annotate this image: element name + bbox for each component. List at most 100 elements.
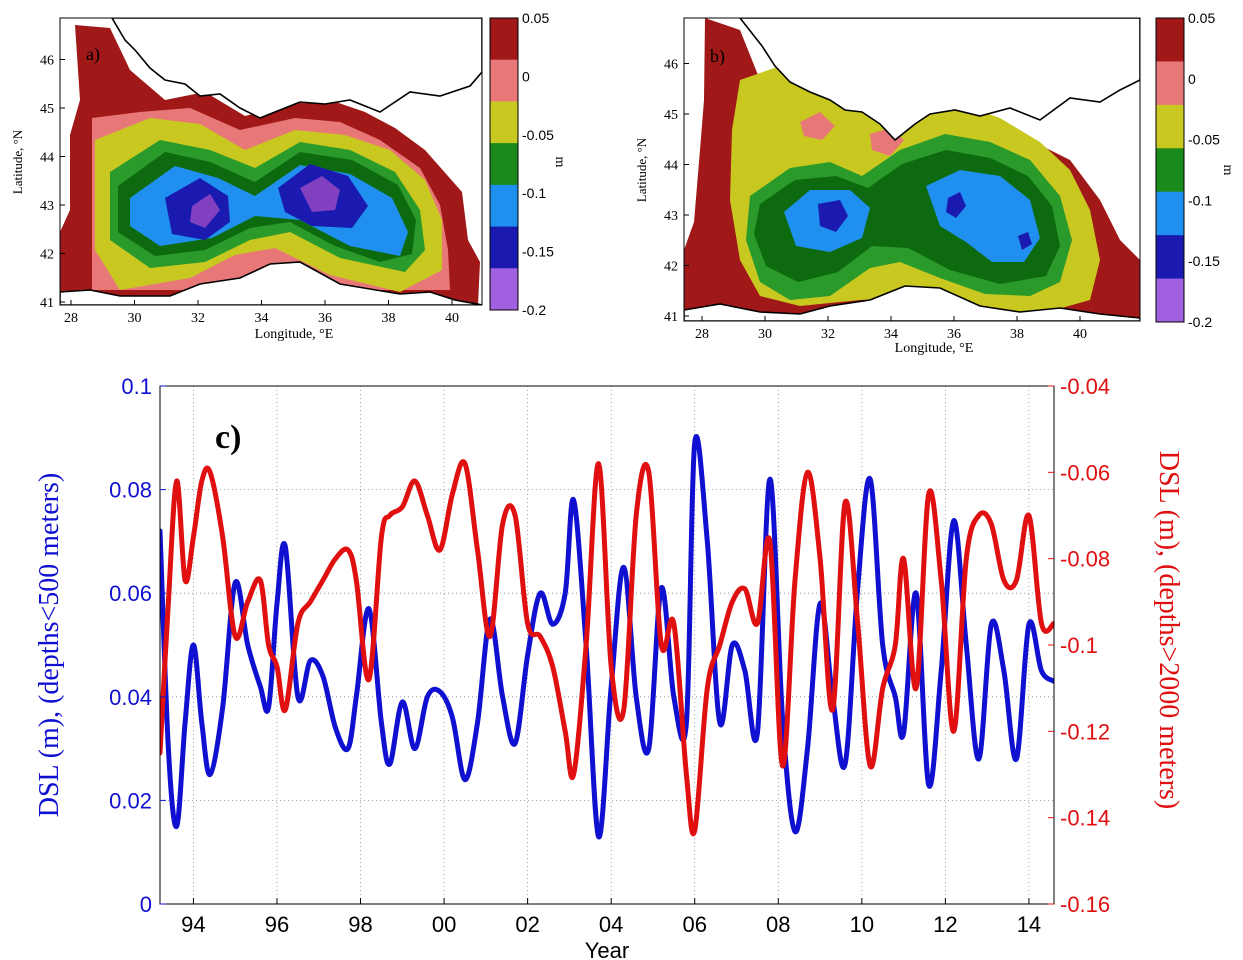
colorbar-tick-label: 0 (522, 68, 530, 84)
y-tick-label-left: 0.04 (109, 685, 152, 710)
colorbar-segment (1156, 235, 1184, 280)
y-tick-label: 46 (40, 54, 54, 69)
colorbar-tick-label: -0.15 (1188, 253, 1220, 269)
y-tick-label-left: 0 (140, 892, 152, 917)
map-b-land-north (738, 18, 1140, 142)
x-tick-label: 32 (821, 327, 835, 342)
x-tick-label: 04 (599, 912, 623, 937)
x-tick-label: 98 (348, 912, 372, 937)
y-tick-label: 42 (664, 260, 678, 275)
y-tick-label-right: -0.1 (1060, 633, 1098, 658)
x-tick-label: 00 (432, 912, 456, 937)
map-b-dark-blue-right-a (946, 192, 966, 218)
colorbar-segment (1156, 18, 1184, 62)
y-tick-label: 44 (40, 151, 54, 166)
chart-lines (160, 433, 1054, 840)
series-line-shallow (160, 433, 1054, 840)
y-tick-label-left: 0.06 (109, 581, 152, 606)
colorbar-tick-label: 0 (1188, 71, 1196, 87)
map-b-colorbar-unit: m (1220, 165, 1235, 176)
y-tick-label: 46 (664, 58, 678, 73)
map-b-dark-blue-right-b (1018, 232, 1032, 250)
colorbar-segment (490, 18, 518, 61)
map-b-y-axis-label: Latitude, °N (634, 137, 649, 202)
y-tick-label: 41 (40, 296, 54, 311)
y-tick-label-right: -0.04 (1060, 374, 1110, 399)
series-line-deep (160, 459, 1054, 837)
map-a-x-ticks: 28 30 32 34 36 38 40 (64, 300, 459, 326)
map-b-field (684, 18, 1140, 321)
x-tick-label: 12 (933, 912, 957, 937)
y-tick-label: 45 (664, 108, 678, 123)
map-a-y-ticks: 41 42 43 44 45 46 (40, 54, 65, 311)
x-tick-label: 34 (884, 327, 898, 342)
chart-y-axis-label-left: DSL (m), (depths<500 meters) (34, 473, 65, 817)
colorbar-frame (1155, 17, 1185, 323)
colorbar-tick-label: -0.05 (522, 127, 554, 143)
colorbar-segment (1156, 61, 1184, 106)
colorbar-segment (490, 59, 518, 102)
y-tick-label-left: 0.02 (109, 788, 152, 813)
y-tick-label-left: 0.08 (109, 478, 152, 503)
map-a-colorbar: 0.05 0 -0.05 -0.1 -0.15 -0.2 (489, 10, 554, 318)
y-tick-label: 42 (40, 248, 54, 263)
chart-y-ticks-right: -0.16 -0.14 -0.12 -0.1 -0.08 -0.06 -0.04 (1048, 374, 1110, 917)
map-a-x-axis-label: Longitude, °E (255, 327, 334, 342)
x-tick-label: 30 (128, 311, 142, 326)
x-tick-label: 30 (758, 327, 772, 342)
chart-panel-label: c) (215, 419, 241, 456)
y-tick-label: 41 (664, 310, 678, 325)
colorbar-segment (490, 184, 518, 228)
map-a-purple-right (300, 176, 340, 212)
x-tick-label: 06 (682, 912, 706, 937)
colorbar-segment (1156, 148, 1184, 193)
map-a-panel-label: a) (86, 44, 100, 65)
x-tick-label: 96 (265, 912, 289, 937)
y-tick-label-right: -0.16 (1060, 892, 1110, 917)
colorbar-segment (1156, 104, 1184, 149)
y-tick-label: 43 (664, 209, 678, 224)
x-tick-label: 28 (64, 311, 78, 326)
y-tick-label-right: -0.12 (1060, 719, 1110, 744)
x-tick-label: 38 (1010, 327, 1024, 342)
x-tick-label: 28 (695, 327, 709, 342)
x-tick-label: 40 (445, 311, 459, 326)
x-tick-label: 94 (181, 912, 205, 937)
colorbar-segment (1156, 191, 1184, 236)
chart-y-ticks-left: 0 0.02 0.04 0.06 0.08 0.1 (109, 374, 166, 917)
colorbar-tick-label: -0.15 (522, 244, 554, 260)
x-tick-label: 38 (382, 311, 396, 326)
y-tick-label: 44 (664, 159, 678, 174)
map-a-field (60, 18, 482, 305)
colorbar-segment (490, 101, 518, 144)
colorbar-frame (489, 17, 519, 311)
map-a-colorbar-unit: m (552, 157, 567, 168)
colorbar-segment (490, 268, 518, 311)
chart-plot-area (160, 386, 1054, 904)
y-tick-label-right: -0.14 (1060, 806, 1110, 831)
colorbar-tick-label: -0.2 (522, 302, 546, 318)
x-tick-label: 40 (1073, 327, 1087, 342)
x-tick-label: 34 (255, 311, 269, 326)
chart-x-axis-label: Year (585, 938, 629, 960)
map-a-purple-left (190, 194, 220, 228)
y-tick-label-right: -0.06 (1060, 460, 1110, 485)
map-panel-b: b) 28 30 32 34 36 38 40 41 42 43 44 45 46 Longitude… (634, 10, 1235, 356)
chart-y-axis-label-right: DSL (m), (depths>2000 meters) (1153, 451, 1184, 809)
x-tick-label: 02 (515, 912, 539, 937)
map-panel-a: a) 28 30 32 34 36 38 40 41 42 43 44 45 46 Longitude… (10, 10, 567, 342)
x-tick-label: 10 (850, 912, 874, 937)
map-b-pink-north (800, 112, 835, 140)
x-tick-label: 36 (318, 311, 332, 326)
colorbar-segment (490, 226, 518, 269)
chart-x-ticks: 94 96 98 00 02 04 06 08 10 12 14 (181, 898, 1041, 937)
map-b-panel-label: b) (710, 46, 725, 67)
colorbar-segment (490, 143, 518, 186)
x-tick-label: 08 (766, 912, 790, 937)
colorbar-tick-label: 0.05 (522, 10, 549, 26)
map-a-land-north (111, 18, 482, 119)
y-tick-label-left: 0.1 (121, 374, 152, 399)
x-tick-label: 14 (1017, 912, 1041, 937)
colorbar-tick-label: 0.05 (1188, 10, 1215, 26)
map-b-y-ticks: 41 42 43 44 45 46 (664, 58, 689, 325)
